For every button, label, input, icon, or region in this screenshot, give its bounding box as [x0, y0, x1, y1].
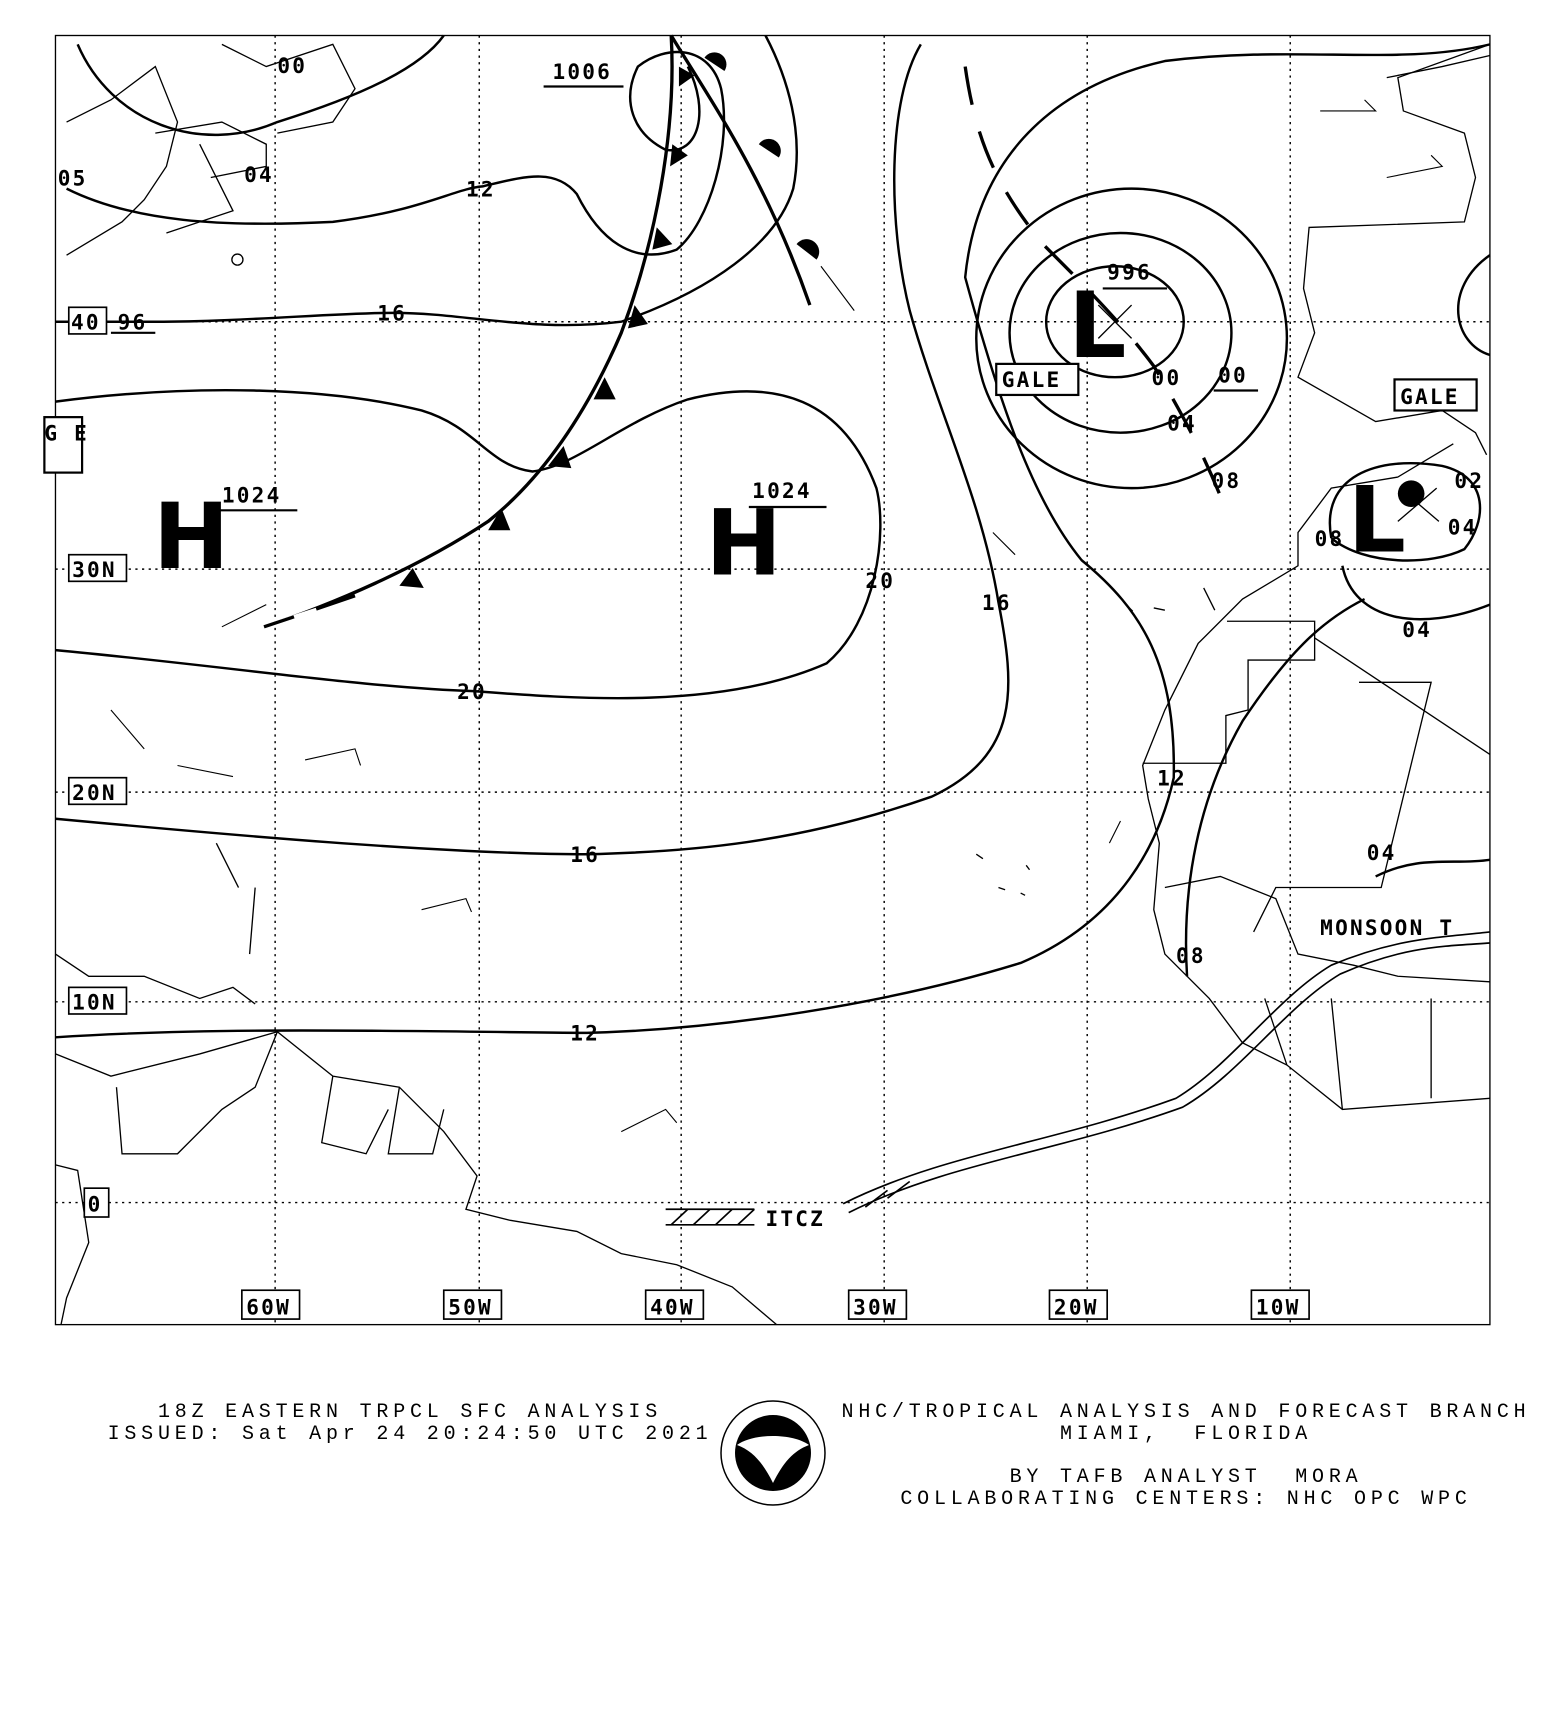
itcz-label: ITCZ — [765, 1206, 825, 1231]
svg-text:20: 20 — [865, 568, 895, 593]
monsoon-trough-label: MONSOON T — [1320, 915, 1454, 940]
svg-text:20: 20 — [457, 679, 487, 704]
svg-text:12: 12 — [1157, 765, 1187, 790]
svg-text:08: 08 — [1176, 943, 1206, 968]
svg-text:996: 996 — [1107, 260, 1152, 285]
partial-gale-warning: G E — [43, 416, 89, 474]
issued-timestamp: ISSUED: Sat Apr 24 20:24:50 UTC 2021 — [107, 1423, 713, 1446]
isobar-labels: 00 1006 04 05 12 96 16 20 16 20 16 12 00… — [58, 53, 1484, 1046]
svg-text:30W: 30W — [853, 1295, 898, 1320]
svg-text:04: 04 — [244, 162, 274, 187]
collaborating-centers: COLLABORATING CENTERS: NHC OPC WPC — [900, 1488, 1472, 1511]
svg-text:H: H — [153, 485, 229, 590]
svg-text:NOAA: NOAA — [756, 1437, 792, 1450]
trough-axis — [963, 66, 1228, 511]
map-frame — [54, 34, 1491, 1326]
svg-text:08: 08 — [1211, 468, 1241, 493]
svg-text:50W: 50W — [448, 1295, 493, 1320]
isobars — [55, 34, 1491, 1039]
svg-text:1006: 1006 — [552, 59, 612, 84]
svg-text:40W: 40W — [650, 1295, 695, 1320]
svg-text:H: H — [706, 492, 782, 597]
itcz-hatch — [665, 1208, 755, 1226]
svg-text:05: 05 — [58, 165, 88, 190]
svg-text:04: 04 — [1367, 840, 1397, 865]
svg-text:60W: 60W — [246, 1295, 291, 1320]
svg-text:GALE: GALE — [1400, 384, 1460, 409]
coastlines — [55, 43, 1491, 1326]
low-pressure-iberia: L — [1348, 468, 1440, 573]
svg-text:40: 40 — [71, 309, 101, 334]
svg-text:0: 0 — [88, 1191, 103, 1216]
svg-text:00: 00 — [1218, 363, 1248, 388]
monsoon-trough — [842, 931, 1491, 1214]
svg-text:02: 02 — [1454, 468, 1484, 493]
svg-text:16: 16 — [570, 842, 600, 867]
svg-text:12: 12 — [570, 1021, 600, 1046]
warm-front — [669, 34, 820, 306]
gale-warning: GALE — [995, 362, 1080, 397]
issuing-office: NHC/TROPICAL ANALYSIS AND FORECAST BRANC… — [841, 1401, 1531, 1424]
chart-title: 18Z EASTERN TRPCL SFC ANALYSIS — [157, 1401, 663, 1424]
svg-text:04: 04 — [1402, 617, 1432, 642]
svg-text:G E: G E — [44, 420, 89, 445]
svg-text:04: 04 — [1448, 515, 1478, 540]
svg-text:16: 16 — [377, 301, 407, 326]
analyst: BY TAFB ANALYST MORA — [1009, 1466, 1363, 1489]
svg-text:00: 00 — [277, 53, 307, 78]
office-location: MIAMI, FLORIDA — [1059, 1423, 1313, 1446]
gale-warning: GALE — [1393, 378, 1478, 412]
svg-text:96: 96 — [118, 309, 148, 334]
svg-text:08: 08 — [1315, 526, 1345, 551]
svg-text:20N: 20N — [72, 780, 117, 805]
svg-text:L: L — [1068, 274, 1126, 379]
svg-text:L: L — [1348, 468, 1406, 573]
high-pressure-central: H 1024 — [706, 478, 827, 597]
svg-text:16: 16 — [982, 590, 1012, 615]
svg-text:12: 12 — [466, 176, 496, 201]
longitude-labels: 60W 50W 40W 30W 20W 10W — [241, 1289, 1310, 1320]
svg-text:10N: 10N — [72, 990, 117, 1015]
noaa-logo: NOAA — [720, 1400, 826, 1506]
svg-text:04: 04 — [1167, 410, 1197, 435]
high-pressure-west: H 1024 — [153, 483, 298, 590]
lat-lon-grid — [55, 35, 1490, 1325]
svg-text:00: 00 — [1152, 365, 1182, 390]
low-pressure-996: L 996 — [1068, 260, 1168, 379]
wind-barbs — [110, 99, 1444, 1133]
svg-text:30N: 30N — [72, 557, 117, 582]
svg-text:10W: 10W — [1256, 1295, 1301, 1320]
cold-front — [263, 35, 695, 629]
svg-text:20W: 20W — [1054, 1295, 1099, 1320]
svg-text:GALE: GALE — [1002, 367, 1062, 392]
svg-text:1024: 1024 — [752, 478, 812, 503]
latitude-labels: 40 30N 20N 10N 0 — [67, 306, 128, 1218]
svg-text:1024: 1024 — [222, 483, 282, 508]
